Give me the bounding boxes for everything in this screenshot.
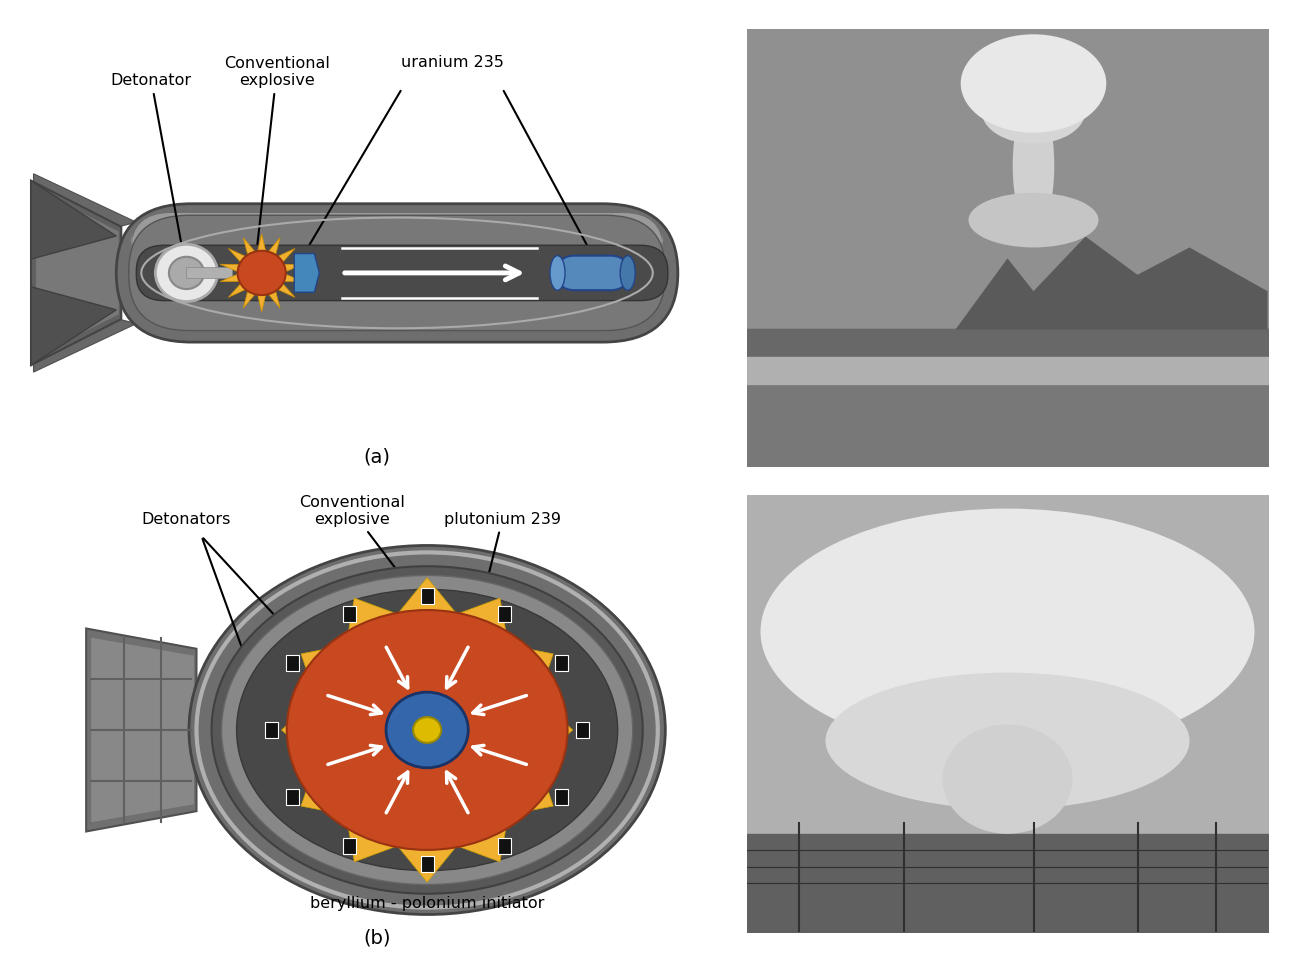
Text: beryllium - polonium initiator: beryllium - polonium initiator bbox=[309, 746, 545, 911]
FancyBboxPatch shape bbox=[265, 722, 278, 738]
Circle shape bbox=[238, 251, 286, 295]
FancyBboxPatch shape bbox=[136, 245, 668, 301]
Ellipse shape bbox=[550, 256, 566, 290]
Polygon shape bbox=[86, 628, 196, 831]
Ellipse shape bbox=[620, 256, 636, 290]
Polygon shape bbox=[34, 319, 136, 372]
Bar bbox=[186, 267, 231, 279]
Ellipse shape bbox=[212, 566, 642, 894]
Polygon shape bbox=[294, 254, 320, 292]
Text: (a): (a) bbox=[364, 448, 390, 467]
Ellipse shape bbox=[188, 546, 666, 915]
Text: (b): (b) bbox=[363, 928, 391, 947]
FancyBboxPatch shape bbox=[131, 213, 663, 268]
Ellipse shape bbox=[287, 610, 568, 850]
Ellipse shape bbox=[968, 193, 1098, 247]
Polygon shape bbox=[91, 638, 194, 823]
Polygon shape bbox=[36, 190, 118, 356]
Text: Conventional
explosive: Conventional explosive bbox=[299, 495, 425, 607]
FancyBboxPatch shape bbox=[558, 256, 628, 290]
Ellipse shape bbox=[1013, 97, 1054, 234]
Polygon shape bbox=[956, 236, 1268, 330]
Text: plutonium 239: plutonium 239 bbox=[443, 512, 560, 698]
Ellipse shape bbox=[982, 78, 1086, 143]
Circle shape bbox=[386, 692, 468, 768]
Polygon shape bbox=[34, 174, 136, 227]
Ellipse shape bbox=[760, 508, 1254, 754]
FancyBboxPatch shape bbox=[555, 789, 568, 804]
Polygon shape bbox=[220, 234, 303, 312]
Text: uranium 235: uranium 235 bbox=[400, 55, 503, 70]
FancyBboxPatch shape bbox=[286, 789, 299, 804]
Text: Detonators: Detonators bbox=[142, 512, 231, 527]
Ellipse shape bbox=[961, 35, 1106, 133]
Polygon shape bbox=[31, 181, 121, 365]
Circle shape bbox=[413, 717, 441, 743]
Circle shape bbox=[156, 244, 217, 302]
FancyBboxPatch shape bbox=[129, 215, 666, 331]
FancyBboxPatch shape bbox=[555, 655, 568, 671]
Polygon shape bbox=[31, 181, 116, 259]
Text: Detonator: Detonator bbox=[111, 73, 192, 241]
FancyBboxPatch shape bbox=[343, 838, 356, 853]
Ellipse shape bbox=[295, 263, 313, 283]
FancyBboxPatch shape bbox=[498, 606, 511, 622]
Ellipse shape bbox=[221, 576, 633, 884]
FancyBboxPatch shape bbox=[576, 722, 589, 738]
Text: Conventional
explosive: Conventional explosive bbox=[224, 56, 330, 248]
Ellipse shape bbox=[826, 673, 1190, 809]
Ellipse shape bbox=[237, 589, 618, 871]
FancyBboxPatch shape bbox=[421, 588, 434, 604]
FancyBboxPatch shape bbox=[286, 655, 299, 671]
FancyBboxPatch shape bbox=[343, 606, 356, 622]
Ellipse shape bbox=[942, 725, 1072, 834]
Polygon shape bbox=[31, 286, 116, 365]
Polygon shape bbox=[282, 578, 573, 882]
FancyBboxPatch shape bbox=[116, 204, 677, 342]
FancyBboxPatch shape bbox=[421, 856, 434, 872]
Circle shape bbox=[169, 257, 204, 289]
FancyBboxPatch shape bbox=[498, 838, 511, 853]
